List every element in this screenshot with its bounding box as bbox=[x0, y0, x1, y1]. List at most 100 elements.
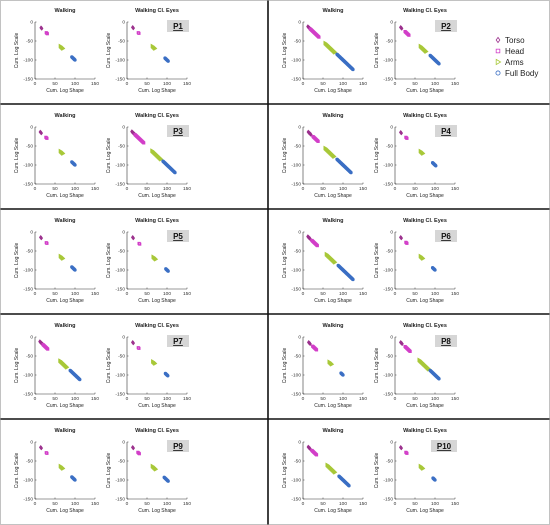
x-tick-label: 0 bbox=[394, 501, 397, 507]
x-tick-label: 0 bbox=[302, 501, 305, 507]
y-tick-label: -150 bbox=[383, 392, 393, 398]
x-tick-label: 100 bbox=[163, 501, 171, 507]
panel-p6-walking: Walking 0 50 100 150 0 -50 -100 -150 Cum. Log Sha… bbox=[282, 218, 367, 304]
y-tick-label: 0 bbox=[122, 335, 125, 341]
panel-p1-closed-eyes: Walking Cl. Eyes 0 50 100 150 0 -50 -100 -150 Cum… bbox=[106, 8, 191, 94]
point-head bbox=[315, 244, 319, 248]
x-tick-label: 150 bbox=[91, 186, 99, 192]
x-tick-label: 100 bbox=[71, 501, 79, 507]
x-axis-label: Cum. Log Shape bbox=[314, 193, 352, 199]
y-tick-label: -50 bbox=[386, 39, 393, 45]
participant-p9: Walking 0 50 100 150 0 -50 -100 -150 Cum. Log Sha… bbox=[14, 428, 191, 514]
y-tick-label: 0 bbox=[30, 335, 33, 341]
point-torso bbox=[399, 130, 404, 136]
x-tick-label: 0 bbox=[126, 501, 129, 507]
point-full_body bbox=[437, 377, 441, 381]
y-tick-label: -100 bbox=[291, 478, 301, 484]
x-axis-label: Cum. Log Shape bbox=[138, 403, 176, 409]
participant-tag-label: P7 bbox=[173, 337, 183, 346]
y-tick-label: -100 bbox=[383, 268, 393, 274]
point-head bbox=[45, 136, 49, 140]
x-tick-label: 50 bbox=[52, 291, 58, 297]
x-axis-label: Cum. Log Shape bbox=[46, 88, 84, 94]
y-tick-label: 0 bbox=[390, 230, 393, 236]
panel-title: Walking Cl. Eyes bbox=[135, 218, 179, 224]
point-head bbox=[316, 139, 320, 143]
x-tick-label: 150 bbox=[451, 501, 459, 507]
y-tick-label: -50 bbox=[118, 354, 125, 360]
participant-tag-label: P3 bbox=[173, 127, 183, 136]
x-tick-label: 100 bbox=[163, 81, 171, 87]
panel-title: Walking bbox=[55, 323, 76, 329]
x-tick-label: 50 bbox=[144, 396, 150, 402]
panel-p9-closed-eyes: Walking Cl. Eyes 0 50 100 150 0 -50 -100 -150 Cum… bbox=[106, 428, 191, 514]
legend-label: Torso bbox=[505, 36, 525, 45]
x-tick-label: 50 bbox=[144, 81, 150, 87]
x-axis-label: Cum. Log Shape bbox=[314, 508, 352, 514]
legend: Torso Head Arms Full Body bbox=[491, 32, 549, 80]
panel-title: Walking bbox=[323, 113, 344, 119]
y-tick-label: 0 bbox=[122, 230, 125, 236]
point-torso bbox=[39, 235, 44, 241]
point-torso bbox=[131, 445, 136, 451]
point-arms bbox=[159, 157, 164, 162]
point-full_body bbox=[173, 170, 177, 175]
y-tick-label: -50 bbox=[26, 249, 33, 255]
x-tick-label: 100 bbox=[431, 396, 439, 402]
y-axis-label: Cum. Log Scale bbox=[282, 137, 288, 173]
point-head bbox=[405, 136, 409, 140]
x-tick-label: 50 bbox=[52, 396, 58, 402]
point-full_body bbox=[166, 374, 170, 378]
point-arms bbox=[61, 466, 66, 471]
point-full_body bbox=[73, 478, 77, 482]
panel-p6-closed-eyes: Walking Cl. Eyes 0 50 100 150 0 -50 -100 -150 Cum… bbox=[374, 218, 459, 304]
y-tick-label: -150 bbox=[291, 497, 301, 503]
x-tick-label: 100 bbox=[71, 291, 79, 297]
x-tick-label: 50 bbox=[320, 81, 326, 87]
point-head bbox=[405, 451, 409, 455]
y-tick-label: -150 bbox=[383, 497, 393, 503]
point-head bbox=[45, 241, 49, 245]
x-tick-label: 50 bbox=[320, 396, 326, 402]
x-tick-label: 150 bbox=[451, 186, 459, 192]
x-tick-label: 150 bbox=[183, 396, 191, 402]
y-tick-label: 0 bbox=[390, 20, 393, 26]
panel-title: Walking Cl. Eyes bbox=[135, 113, 179, 119]
participant-tag: P3 bbox=[167, 125, 189, 137]
y-tick-label: -150 bbox=[291, 182, 301, 188]
x-tick-label: 50 bbox=[320, 186, 326, 192]
legend-label: Full Body bbox=[505, 69, 538, 78]
participant-tag-bg bbox=[435, 125, 457, 137]
y-axis-label: Cum. Log Scale bbox=[14, 452, 20, 488]
y-tick-label: -50 bbox=[118, 144, 125, 150]
participant-tag-bg bbox=[167, 230, 189, 242]
y-tick-label: -100 bbox=[115, 478, 125, 484]
y-tick-label: -150 bbox=[115, 287, 125, 293]
y-tick-label: 0 bbox=[298, 230, 301, 236]
x-tick-label: 50 bbox=[412, 186, 418, 192]
x-axis-label: Cum. Log Shape bbox=[406, 508, 444, 514]
participant-tag-label: P10 bbox=[437, 442, 452, 451]
point-head bbox=[138, 242, 142, 246]
y-tick-label: -150 bbox=[23, 182, 33, 188]
panel-p4-walking: Walking 0 50 100 150 0 -50 -100 -150 Cum. Log Sha… bbox=[282, 113, 367, 199]
point-head bbox=[137, 31, 141, 35]
y-tick-label: -150 bbox=[291, 77, 301, 83]
panels: Walking 0 50 100 150 0 -50 -100 -150 Cum. Log Sha… bbox=[14, 8, 459, 514]
x-tick-label: 50 bbox=[52, 186, 58, 192]
y-tick-label: -150 bbox=[23, 77, 33, 83]
x-axis-label: Cum. Log Shape bbox=[314, 88, 352, 94]
legend-marker-head bbox=[495, 48, 501, 54]
y-tick-label: 0 bbox=[298, 440, 301, 446]
x-tick-label: 100 bbox=[339, 291, 347, 297]
y-tick-label: -150 bbox=[383, 77, 393, 83]
y-tick-label: -150 bbox=[291, 287, 301, 293]
y-tick-label: -150 bbox=[115, 497, 125, 503]
point-arms bbox=[330, 362, 335, 367]
x-tick-label: 0 bbox=[34, 396, 37, 402]
y-axis-label: Cum. Log Scale bbox=[374, 452, 380, 488]
point-full_body bbox=[351, 67, 355, 72]
y-tick-label: -100 bbox=[115, 163, 125, 169]
x-tick-label: 50 bbox=[412, 501, 418, 507]
point-torso bbox=[308, 236, 312, 242]
